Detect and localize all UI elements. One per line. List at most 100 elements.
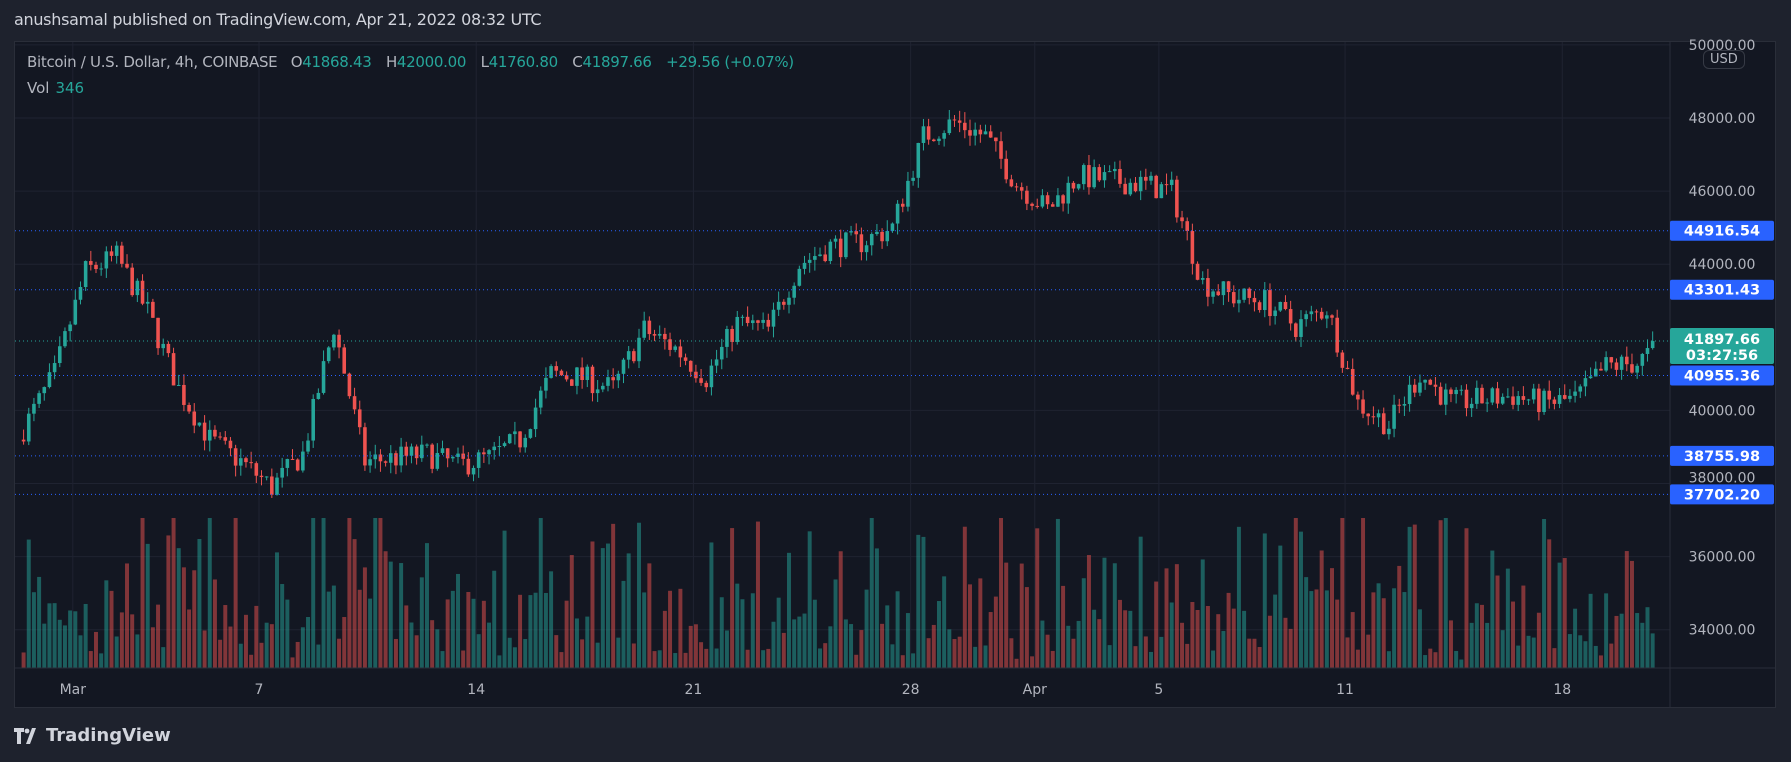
current-price-label: 41897.66 [1684, 332, 1760, 348]
tradingview-logo[interactable]: TradingView [14, 725, 171, 746]
candle-body [611, 377, 615, 381]
candle-body [1040, 195, 1045, 207]
candle-body [1583, 378, 1588, 387]
volume-bar [1604, 593, 1609, 668]
volume-bar [1190, 602, 1195, 668]
candle-body [1578, 386, 1583, 392]
candle-body [1516, 396, 1520, 405]
candle-body [875, 231, 879, 235]
volume-bar [880, 623, 885, 668]
volume-bar [1536, 612, 1541, 668]
volume-bar [962, 526, 967, 668]
candle-body [507, 434, 512, 444]
candle-body [125, 263, 129, 268]
volume-bar [83, 603, 88, 668]
candle-body [151, 301, 155, 318]
volume-bar [456, 573, 460, 668]
volume-bar [787, 552, 791, 668]
candle-body [1025, 190, 1029, 204]
volume-bar [1521, 585, 1526, 668]
candle-body [1609, 357, 1614, 363]
candle-body [83, 261, 88, 288]
volume-bar [797, 616, 802, 668]
volume-bar [47, 603, 52, 668]
volume-bar [1133, 646, 1138, 668]
volume-bar [792, 619, 797, 668]
volume-bar [1392, 588, 1397, 668]
candle-body [275, 477, 279, 495]
candle-body [383, 461, 388, 463]
price-tick-label: 36000.00 [1689, 550, 1756, 566]
candle-body [1537, 388, 1541, 413]
volume-bar [926, 638, 931, 668]
candle-body [735, 316, 740, 342]
candle-body [451, 456, 455, 459]
volume-bar [1097, 619, 1102, 668]
volume-bar [735, 583, 740, 668]
candle-body [1640, 353, 1645, 366]
volume-bar [1552, 648, 1557, 668]
candle-body [63, 331, 67, 347]
volume-bar [119, 612, 124, 668]
candle-body [1356, 394, 1360, 400]
candle-body [838, 238, 843, 258]
candle-body [1325, 315, 1329, 319]
volume-bar [187, 609, 192, 668]
low-value: 41760.80 [488, 53, 558, 71]
candle-body [321, 361, 326, 393]
volume-bar [347, 518, 352, 668]
candle-body [916, 142, 921, 178]
volume-bar [1040, 620, 1045, 668]
candle-body [130, 267, 134, 296]
candle-body [797, 268, 802, 286]
candle-body [601, 385, 605, 390]
volume-bar [1154, 581, 1159, 668]
volume-bar [104, 580, 109, 668]
volume-bar [890, 644, 895, 668]
volume-bar [569, 555, 574, 668]
candle-body [906, 180, 910, 207]
volume-bar [1221, 631, 1226, 668]
volume-bar [223, 605, 228, 668]
candle-body [1562, 395, 1567, 399]
candle-body [1407, 384, 1412, 405]
volume-bar [388, 561, 393, 668]
currency-button[interactable]: USD [1703, 50, 1745, 69]
volume-bar [911, 653, 916, 668]
volume-bar [1578, 635, 1583, 668]
volume-bar [1128, 610, 1133, 668]
ohlc-legend: Bitcoin / U.S. Dollar, 4h, COINBASE O418… [27, 53, 804, 71]
candle-body [373, 454, 378, 460]
volume-bar [642, 592, 647, 668]
candle-body [704, 382, 709, 388]
candle-body [207, 429, 212, 441]
volume-bar [1107, 645, 1112, 668]
symbol-title[interactable]: Bitcoin / U.S. Dollar, 4h, COINBASE [27, 53, 278, 71]
candle-body [761, 319, 765, 323]
volume-bar [326, 591, 331, 668]
candle-body [435, 452, 440, 469]
volume-bar [683, 652, 688, 668]
volume-bar [807, 531, 812, 668]
volume-bar [968, 584, 972, 668]
candle-body [430, 444, 434, 469]
time-tick-label: 28 [902, 682, 920, 698]
volume-bar [73, 611, 78, 668]
candle-body [1113, 168, 1117, 172]
level-badge-label: 43301.43 [1684, 283, 1760, 299]
chart-frame[interactable] [14, 41, 1776, 708]
candle-body [663, 333, 667, 340]
candle-body [1175, 179, 1179, 218]
volume-bar [1252, 638, 1257, 668]
level-badge [1670, 220, 1774, 241]
volume-bar [78, 635, 83, 668]
volume-bar [999, 518, 1004, 668]
volume-bar [637, 522, 641, 668]
volume-bar [430, 620, 435, 668]
volume-bar [1055, 518, 1060, 668]
candle-body [1226, 281, 1231, 293]
volume-bar [259, 642, 264, 668]
candle-body [942, 133, 946, 139]
volume-bar [228, 626, 233, 668]
